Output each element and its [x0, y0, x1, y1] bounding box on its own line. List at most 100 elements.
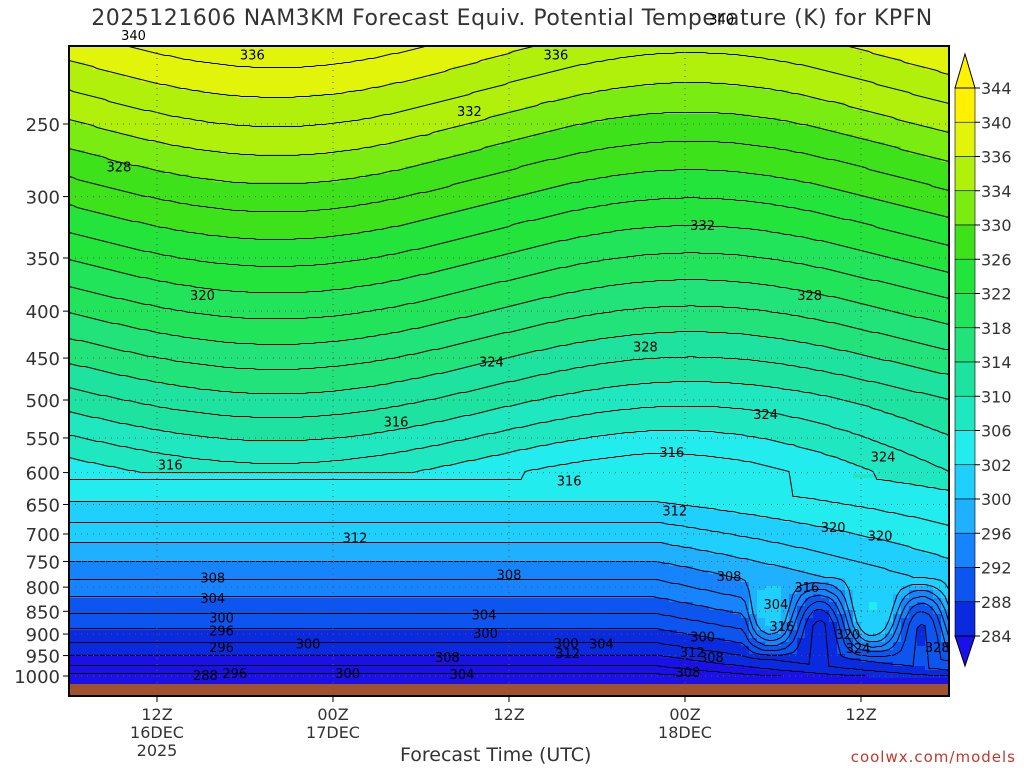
field-cell — [101, 278, 110, 283]
field-cell — [269, 110, 278, 115]
field-cell — [301, 618, 310, 623]
field-cell — [77, 638, 86, 643]
field-cell — [213, 518, 222, 523]
field-cell — [117, 234, 126, 239]
field-cell — [237, 270, 246, 275]
field-cell — [101, 554, 110, 559]
field-cell — [309, 350, 318, 355]
field-cell — [269, 278, 278, 283]
field-cell — [133, 286, 142, 291]
field-cell — [101, 338, 110, 343]
field-cell — [125, 294, 134, 299]
field-cell — [301, 222, 310, 227]
field-cell — [301, 442, 310, 447]
field-cell — [285, 362, 294, 367]
field-cell — [189, 606, 198, 611]
field-cell — [165, 206, 174, 211]
field-cell — [293, 250, 302, 255]
field-cell — [277, 114, 286, 119]
field-cell — [269, 490, 278, 495]
field-cell — [85, 306, 94, 311]
field-cell — [109, 218, 118, 223]
field-cell — [301, 450, 310, 455]
field-cell — [165, 546, 174, 551]
field-cell — [221, 482, 230, 487]
field-cell — [117, 154, 126, 159]
field-cell — [165, 538, 174, 543]
field-cell — [69, 138, 78, 143]
field-cell — [245, 406, 254, 411]
field-cell — [77, 602, 86, 607]
field-cell — [269, 146, 278, 151]
field-cell — [253, 630, 262, 635]
field-cell — [125, 314, 134, 319]
field-cell — [277, 502, 286, 507]
field-cell — [269, 134, 278, 139]
field-cell — [293, 614, 302, 619]
field-cell — [189, 366, 198, 371]
field-cell — [157, 386, 166, 391]
field-cell — [293, 346, 302, 351]
field-cell — [181, 570, 190, 575]
field-cell — [197, 226, 206, 231]
field-cell — [229, 78, 238, 83]
field-cell — [181, 170, 190, 175]
field-cell — [221, 266, 230, 271]
field-cell — [301, 62, 310, 67]
field-cell — [117, 182, 126, 187]
field-cell — [173, 158, 182, 163]
field-cell — [85, 658, 94, 663]
field-cell — [229, 118, 238, 123]
field-cell — [301, 666, 310, 671]
field-cell — [141, 570, 150, 575]
field-cell — [245, 270, 254, 275]
field-cell — [293, 70, 302, 75]
field-cell — [213, 550, 222, 555]
field-cell — [301, 58, 310, 63]
field-cell — [85, 446, 94, 451]
field-cell — [101, 90, 110, 95]
field-cell — [293, 582, 302, 587]
field-cell — [149, 578, 158, 583]
field-cell — [93, 246, 102, 251]
field-cell — [269, 474, 278, 479]
field-cell — [197, 170, 206, 175]
field-cell — [189, 482, 198, 487]
field-cell — [117, 226, 126, 231]
field-cell — [277, 590, 286, 595]
field-cell — [173, 290, 182, 295]
field-cell — [237, 466, 246, 471]
field-cell — [245, 306, 254, 311]
field-cell — [285, 62, 294, 67]
field-cell — [301, 370, 310, 375]
field-cell — [165, 138, 174, 143]
field-cell — [205, 530, 214, 535]
field-cell — [101, 286, 110, 291]
field-cell — [93, 470, 102, 475]
field-cell — [93, 510, 102, 515]
field-cell — [133, 418, 142, 423]
field-cell — [69, 226, 78, 231]
field-cell — [205, 318, 214, 323]
field-cell — [69, 246, 78, 251]
field-cell — [157, 266, 166, 271]
field-cell — [301, 578, 310, 583]
field-cell — [309, 434, 318, 439]
field-cell — [229, 130, 238, 135]
field-cell — [173, 510, 182, 515]
field-cell — [261, 506, 270, 511]
field-cell — [93, 286, 102, 291]
field-cell — [93, 142, 102, 147]
field-cell — [301, 394, 310, 399]
field-cell — [269, 446, 278, 451]
field-cell — [205, 322, 214, 327]
field-cell — [165, 98, 174, 103]
field-cell — [93, 398, 102, 403]
field-cell — [173, 554, 182, 559]
field-cell — [181, 374, 190, 379]
field-cell — [157, 482, 166, 487]
field-cell — [157, 258, 166, 263]
field-cell — [213, 82, 222, 87]
field-cell — [189, 394, 198, 399]
field-cell — [189, 654, 198, 659]
